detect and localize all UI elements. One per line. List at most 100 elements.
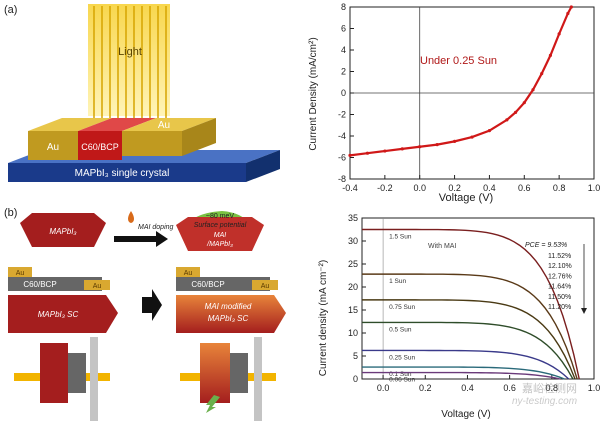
watermark: 嘉峪检测网 ny-testing.com — [512, 380, 577, 407]
chart-a-point — [505, 118, 509, 122]
chart-a-point — [548, 53, 553, 57]
c60-bcp-bar-2-label: C60/BCP — [191, 280, 224, 289]
chart-b-series-label: 1 Sun — [389, 278, 406, 285]
chart-a-ytick-label: -4 — [338, 131, 346, 141]
chart-a-ytick-label: 8 — [341, 2, 346, 12]
au-right-label: Au — [158, 120, 170, 131]
light-beam — [88, 4, 170, 118]
chart-a-xtick-label: 0.6 — [518, 183, 531, 193]
chart-a-point — [400, 147, 404, 151]
green-arrow-icon — [206, 395, 220, 413]
chart-b-series-label: 0.5 Sun — [389, 326, 412, 333]
mai-modified-label: MAI modified — [205, 302, 252, 311]
au-left-pad-label: Au — [16, 270, 25, 277]
c60-bcp-label: C60/BCP — [81, 142, 119, 152]
chart-a-ytick-label: 0 — [341, 88, 346, 98]
mapbi3-sc-block — [8, 295, 118, 333]
c60-bcp-layer — [78, 118, 156, 160]
chart-b-pce-value: 11.50% — [548, 294, 571, 301]
chart-b-series-line — [362, 228, 580, 380]
process-arrow-icon — [142, 289, 162, 321]
chart-a-jv: -0.4 -0.2 0.0 0.2 0.4 0.6 0.8 1.0-8-6-4-202468 … — [308, 2, 600, 204]
chart-a-point — [569, 5, 573, 9]
cross-section-right — [180, 337, 276, 421]
chart-a-point — [487, 129, 492, 133]
chart-b-series-label: 0.25 Sun — [389, 354, 415, 361]
chart-b-ytick-label: 5 — [353, 351, 358, 361]
au-left-electrode — [28, 118, 112, 160]
au-right-electrode — [122, 118, 216, 156]
chart-a-ytick-label: -8 — [338, 174, 346, 184]
panel-label-a: (a) — [4, 4, 18, 16]
panel-label-b: (b) — [4, 207, 18, 219]
mai-label: MAI — [214, 232, 227, 239]
single-crystal-label: MAPbI₃ single crystal — [75, 168, 170, 179]
light-label: Light — [118, 46, 142, 58]
chart-a-point — [566, 11, 570, 16]
au-left-label: Au — [47, 142, 59, 153]
chart-a-point — [383, 149, 387, 153]
chart-b-series-label: 0.06 Sun — [389, 377, 415, 384]
surface-potential-label: Surface potential — [194, 222, 247, 229]
chart-a-ytick-label: -6 — [338, 153, 346, 163]
au-right-pad — [84, 280, 110, 290]
watermark-url: ny-testing.com — [512, 396, 578, 407]
chart-b-xlabel: Voltage (V) — [441, 409, 490, 420]
chart-b-pce-value: 11.20% — [548, 304, 571, 311]
chart-b-xtick-label: 0.8 — [546, 383, 559, 393]
doping-arrow-icon — [114, 231, 168, 247]
chart-b-xtick-label: 0.2 — [419, 383, 432, 393]
mai-modified-sc-label: MAPbI₃ SC — [208, 314, 249, 323]
chart-b-pce-label: PCE = 9.53% — [525, 242, 567, 249]
chart-a-ytick-label: -2 — [338, 110, 346, 120]
chart-b-pce-arrowhead — [581, 308, 587, 314]
mai-mapbi3-crystal — [176, 217, 264, 251]
chart-b-series-line — [362, 371, 561, 380]
chart-b-annotation: With MAI — [428, 243, 456, 250]
chart-b-pce-value: 11.64% — [548, 284, 571, 291]
c60-bcp-bar — [8, 277, 102, 291]
surface-potential-value: ~80 meV — [206, 213, 235, 220]
chart-a-xtick-label: 0.2 — [448, 183, 461, 193]
chart-a-series-line — [349, 6, 573, 157]
chart-a-ytick-label: 4 — [341, 45, 346, 55]
chart-b-frame — [361, 217, 595, 380]
chart-a-xtick-label: -0.2 — [377, 183, 393, 193]
chart-a-point — [540, 72, 544, 76]
droplet-icon — [128, 211, 134, 223]
au-right-pad-2-label: Au — [261, 283, 270, 290]
au-left-pad — [8, 267, 32, 277]
chart-b-series-line — [362, 321, 574, 380]
chart-b-series-line — [362, 273, 578, 380]
au-right-pad-label: Au — [93, 283, 102, 290]
chart-a-point — [365, 151, 370, 155]
chart-b-series-line — [362, 299, 576, 380]
chart-a-xtick-label: 0.8 — [553, 183, 566, 193]
chart-b-xtick-label: 0.0 — [377, 383, 390, 393]
chart-b-jv: 0.0 0.2 0.4 0.6 0.8 1.0 0 5 10 15 20 25 30 35 1.5 Sun… — [318, 213, 600, 420]
chart-b-xtick-label: 0.4 — [461, 383, 474, 393]
mai-doping-label: MAI doping — [138, 224, 174, 231]
schematic-b: MAPbI₃ MAI doping ~80 meV Surface potent… — [8, 211, 286, 421]
mapbi3-label: MAPbI₃ — [49, 227, 76, 236]
au-right-pad-2 — [252, 280, 278, 290]
chart-a-point — [470, 135, 474, 139]
watermark-cn: 嘉峪检测网 — [522, 382, 578, 395]
schematic-a: Light Au C60/BCP Au MAPbI₃ single crysta… — [8, 4, 280, 182]
mai-modified-sc-block — [176, 295, 286, 333]
chart-a-xtick-label: 1.0 — [588, 183, 600, 193]
chart-b-pce-value: 11.52% — [548, 253, 571, 260]
mapbi3-crystal — [20, 213, 106, 247]
chart-b-pce-value: 12.76% — [548, 273, 572, 280]
chart-a-point — [452, 139, 457, 143]
chart-b-xtick-label: 0.6 — [503, 383, 516, 393]
chart-b-ytick-label: 30 — [348, 236, 358, 246]
cross-section-left — [14, 337, 110, 421]
chart-b-ytick-label: 15 — [348, 305, 358, 315]
chart-a-xtick-label: 0.0 — [413, 183, 426, 193]
chart-a-ylabel: Current Density (mA/cm²) — [308, 37, 319, 150]
chart-b-ylabel: Current density (mA cm⁻²) — [318, 260, 329, 376]
chart-b-xtick-label: 1.0 — [588, 383, 600, 393]
chart-a-xlabel: Voltage (V) — [439, 192, 493, 204]
chart-a-point — [513, 110, 518, 114]
